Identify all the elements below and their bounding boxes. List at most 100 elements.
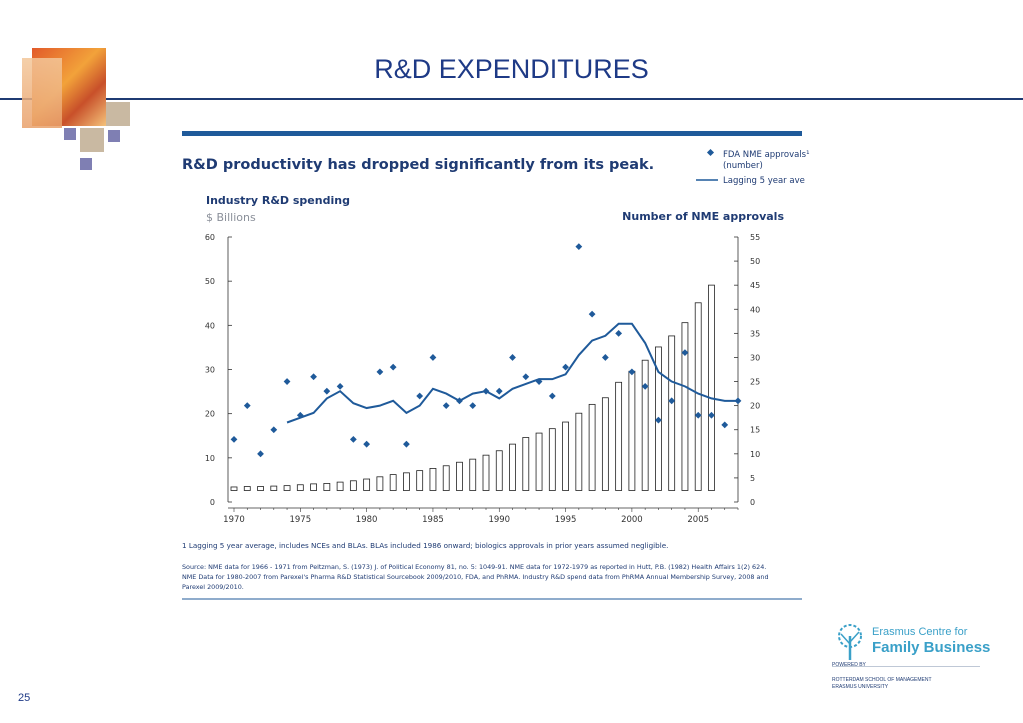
- spending-bar: [310, 483, 317, 491]
- approval-point: [469, 402, 477, 410]
- spending-bar: [283, 485, 291, 491]
- approval-point: [522, 373, 530, 381]
- approval-point: [588, 310, 596, 318]
- spending-bar: [349, 480, 357, 491]
- approval-point: [535, 378, 543, 385]
- spending-bar: [601, 397, 609, 491]
- chart-source-1: Source: NME data for 1966 - 1971 from Pe…: [182, 563, 766, 571]
- axes: 0 10 20 30 40 50 60 0 5 10 15 20 25 30 35 40 45 50 55 1970 1…: [205, 233, 760, 525]
- approval-point: [628, 368, 636, 376]
- ecfb-name-line1: Erasmus Centre for: [872, 626, 968, 638]
- left-tick-label: 60: [205, 233, 215, 242]
- approval-point: [548, 392, 556, 400]
- spending-bar: [469, 458, 477, 491]
- legend-label-approvals: FDA NME approvals¹: [723, 150, 810, 160]
- spending-bar: [509, 443, 516, 491]
- mosaic-tile: [108, 130, 120, 142]
- spending-bar: [376, 476, 384, 491]
- approval-point: [495, 387, 503, 395]
- average-line-path: [286, 322, 738, 424]
- legend-diamond-marker: [706, 148, 715, 157]
- spending-bar: [681, 322, 689, 491]
- approval-point: [243, 402, 251, 410]
- spending-bar: [403, 472, 410, 491]
- legend-label-average: Lagging 5 year ave: [723, 176, 805, 186]
- spending-bar: [230, 486, 238, 491]
- spending-bar: [336, 481, 344, 491]
- bars: [230, 284, 715, 491]
- slide-title: R&D EXPENDITURES: [374, 54, 649, 84]
- spending-bar: [628, 370, 636, 491]
- right-tick-label: 35: [750, 329, 760, 338]
- ecfb-divider: [832, 666, 980, 667]
- left-axis-unit: $ Billions: [206, 211, 256, 224]
- spending-bar: [416, 470, 424, 491]
- approval-point: [615, 329, 623, 337]
- approval-point: [310, 373, 317, 381]
- ecfb-logo: Erasmus Centre for Family Business POWER…: [832, 620, 990, 692]
- left-tick-label: 50: [205, 277, 215, 286]
- mosaic-tile: [64, 128, 76, 140]
- mosaic-logo: [22, 48, 132, 173]
- approval-point: [376, 368, 384, 376]
- legend-label-approvals-unit: (number): [723, 161, 763, 171]
- right-tick-label: 50: [750, 257, 760, 266]
- right-tick-label: 20: [750, 402, 760, 411]
- chart-footnote: 1 Lagging 5 year average, includes NCEs …: [182, 541, 668, 550]
- approval-point: [562, 363, 569, 371]
- approval-point: [257, 450, 264, 458]
- spending-bar: [548, 428, 556, 491]
- left-tick-label: 10: [205, 454, 215, 463]
- right-tick-label: 25: [750, 378, 760, 387]
- right-tick-label: 30: [750, 353, 760, 362]
- ecfb-powered-by: POWERED BY: [832, 662, 866, 668]
- chart-headline: R&D productivity has dropped significant…: [182, 157, 654, 173]
- spending-bar: [482, 454, 490, 491]
- ecfb-school-line2: ERASMUS UNIVERSITY: [832, 684, 889, 690]
- spending-bar: [641, 359, 649, 491]
- spending-bar: [429, 468, 437, 491]
- approval-point: [694, 411, 702, 419]
- approval-point: [389, 363, 397, 371]
- spending-bar: [588, 403, 596, 491]
- chart-source-2: NME Data for 1980-2007 from Parexel's Ph…: [182, 573, 769, 581]
- right-axis-title: Number of NME approvals: [622, 210, 784, 223]
- mosaic-tile: [80, 158, 92, 170]
- spending-bar: [442, 465, 450, 491]
- right-tick-label: 0: [750, 498, 755, 507]
- tree-icon: [838, 624, 862, 660]
- approval-point: [363, 440, 371, 448]
- approval-point: [283, 378, 291, 385]
- x-tick-label: 1985: [422, 515, 444, 525]
- mosaic-tile: [22, 58, 62, 128]
- right-tick-label: 45: [750, 281, 760, 290]
- right-tick-label: 40: [750, 305, 760, 314]
- spending-bar: [668, 335, 676, 491]
- spending-bar: [363, 478, 371, 491]
- approval-point: [429, 354, 437, 361]
- spending-bar: [257, 486, 264, 491]
- spending-bar: [535, 432, 543, 491]
- x-tick-label: 2005: [687, 515, 709, 525]
- approval-point: [509, 354, 516, 361]
- approval-point: [416, 392, 424, 400]
- left-tick-label: 40: [205, 321, 215, 330]
- left-tick-label: 30: [205, 366, 215, 375]
- ecfb-name-line2: Family Business: [872, 639, 991, 656]
- left-tick-label: 0: [210, 498, 215, 507]
- x-tick-label: 1995: [555, 515, 577, 525]
- approval-point: [349, 435, 357, 443]
- spending-bar: [296, 484, 304, 491]
- spending-bar: [456, 461, 463, 491]
- approval-point: [601, 354, 609, 361]
- right-tick-label: 5: [750, 474, 755, 483]
- x-tick-label: 2000: [621, 515, 643, 525]
- spending-bar: [389, 474, 397, 491]
- right-tick-label: 15: [750, 426, 760, 435]
- right-tick-label: 10: [750, 450, 760, 459]
- spending-bar: [270, 485, 278, 491]
- spending-bar: [694, 302, 702, 491]
- spending-bar: [562, 421, 569, 491]
- spending-bar: [615, 381, 623, 491]
- x-tick-label: 1975: [289, 515, 311, 525]
